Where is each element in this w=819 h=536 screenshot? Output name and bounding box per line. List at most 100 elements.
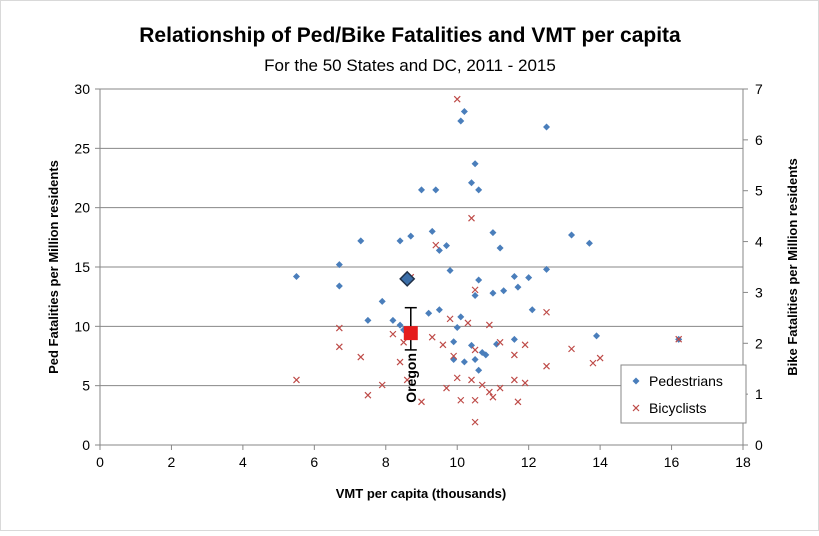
x-tick-label: 14 (592, 454, 608, 470)
point (403, 376, 411, 384)
point (471, 346, 479, 354)
point (471, 396, 479, 404)
y-tick-label: 25 (74, 140, 90, 156)
legend-marker (632, 377, 640, 385)
point (457, 313, 465, 321)
legend-label: Pedestrians (649, 373, 723, 389)
point (335, 282, 343, 290)
point (478, 348, 486, 356)
point (425, 309, 433, 317)
x-tick-label: 2 (168, 454, 176, 470)
point (446, 267, 454, 275)
chart-subtitle: For the 50 States and DC, 2011 - 2015 (264, 56, 556, 75)
point (485, 388, 493, 396)
y2-tick-label: 7 (755, 81, 763, 97)
point (471, 160, 479, 168)
point (485, 321, 493, 329)
y2-tick-label: 6 (755, 132, 763, 148)
point (450, 352, 458, 360)
point (525, 274, 533, 282)
y2-tick-label: 1 (755, 386, 763, 402)
point (453, 374, 461, 382)
x-tick-label: 0 (96, 454, 104, 470)
y-tick-label: 30 (74, 81, 90, 97)
point (396, 321, 404, 329)
point (357, 353, 365, 361)
chart-title: Relationship of Ped/Bike Fatalities and … (139, 24, 681, 47)
y2-tick-label: 0 (755, 437, 763, 453)
point (453, 95, 461, 103)
y2-tick-label: 2 (755, 335, 763, 351)
point (435, 246, 443, 254)
point (389, 330, 397, 338)
point (489, 289, 497, 297)
point (428, 333, 436, 341)
y2-axis-label: Bike Fatalities per Million residents (785, 158, 800, 375)
point (435, 306, 443, 314)
point (475, 366, 483, 374)
point (400, 338, 408, 346)
legend-box (620, 364, 747, 424)
point (364, 391, 372, 399)
x-tick-label: 10 (449, 454, 465, 470)
x-tick-label: 4 (239, 454, 247, 470)
point (521, 341, 529, 349)
point (543, 362, 550, 370)
point (292, 272, 300, 280)
point (475, 276, 483, 284)
plot-area (99, 88, 744, 446)
point (510, 272, 518, 280)
legend-label: Bicyclists (649, 400, 707, 416)
point (378, 297, 386, 305)
y2-tick-label: 3 (755, 284, 763, 300)
point (510, 335, 518, 343)
y2-tick-label: 5 (755, 183, 763, 199)
point (464, 319, 472, 327)
point (378, 381, 386, 389)
point (443, 242, 451, 250)
x-tick-label: 6 (310, 454, 318, 470)
point (514, 283, 522, 291)
legend-marker (632, 404, 640, 412)
point (432, 241, 440, 249)
highlight-bike (403, 326, 418, 341)
point (475, 186, 483, 194)
y-tick-label: 15 (74, 259, 90, 275)
point (493, 340, 501, 348)
point (585, 239, 593, 247)
point (471, 418, 479, 426)
point (468, 214, 475, 222)
point (514, 398, 522, 406)
point (443, 384, 450, 392)
point (396, 358, 404, 366)
point (460, 108, 468, 116)
point (457, 117, 465, 125)
point (457, 396, 465, 404)
point (489, 229, 497, 237)
x-axis-label: VMT per capita (thousands) (336, 486, 506, 501)
point (510, 351, 518, 359)
point (500, 287, 508, 295)
point (496, 384, 504, 392)
point (589, 359, 597, 367)
x-tick-label: 16 (664, 454, 680, 470)
point (439, 341, 447, 349)
point (593, 332, 601, 340)
point (478, 381, 486, 389)
point (418, 398, 425, 406)
point (468, 179, 476, 187)
highlight-ped (399, 270, 416, 287)
point (357, 237, 365, 245)
x-tick-label: 12 (521, 454, 537, 470)
point (364, 316, 372, 324)
point (293, 376, 300, 384)
point (489, 393, 497, 401)
point (675, 335, 683, 343)
highlight-label: Oregon (403, 353, 419, 403)
point (460, 358, 468, 366)
point (528, 306, 536, 314)
point (510, 376, 518, 384)
point (418, 186, 425, 194)
